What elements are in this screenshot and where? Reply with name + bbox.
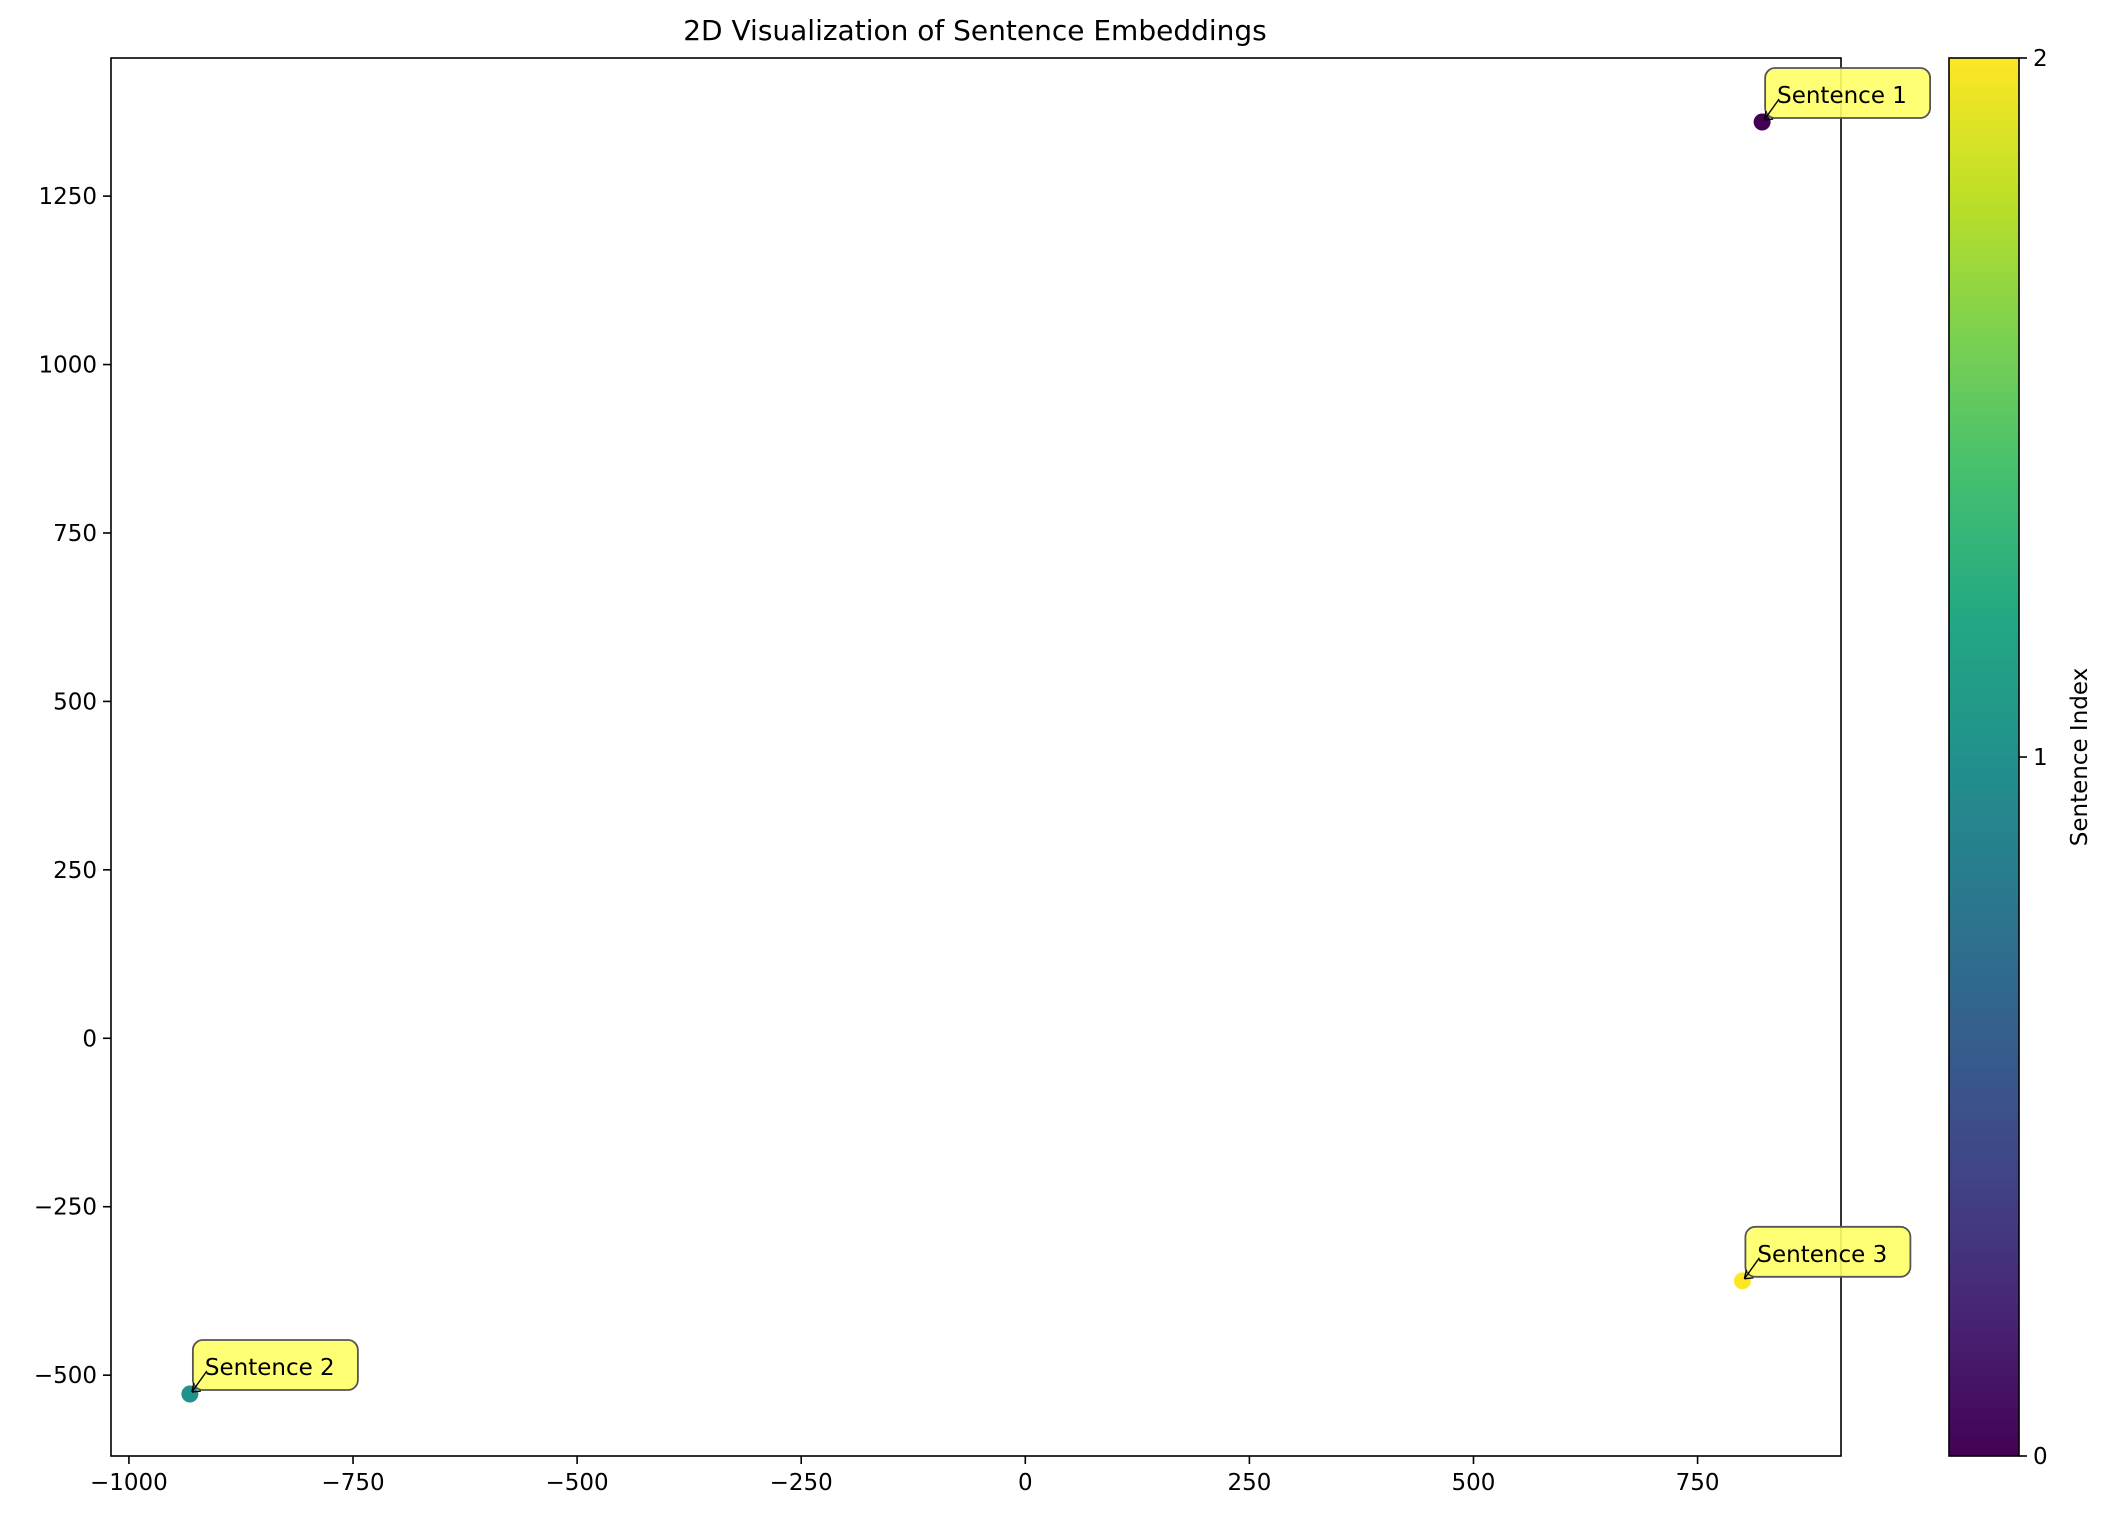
data-points [181,113,1771,1403]
x-axis: −1000 −750 −500 −250 0 250 500 750 [90,1456,1720,1496]
colorbar: 0 1 2 Sentence Index [1948,46,2093,1470]
annotations: Sentence 1 Sentence 2 Sentence 3 [191,67,1932,1393]
y-axis: −500 −250 0 250 500 750 1000 1250 [34,184,111,1389]
annotation-box [191,1339,359,1391]
y-tick-label: 0 [82,1026,97,1052]
colorbar-tick-label: 2 [2033,46,2048,72]
y-tick-label: 500 [53,689,97,715]
annotation-arrow [191,1370,208,1393]
y-tick-label: 1250 [38,184,97,210]
y-tick-label: −500 [34,1363,97,1389]
plot-frame [110,57,1842,1457]
plot-area [110,57,1842,1457]
x-tick-label: −250 [770,1470,833,1496]
colorbar-tick-label: 1 [2033,745,2048,771]
colorbar-gradient [1948,57,2020,1457]
chart-title: 2D Visualization of Sentence Embeddings [683,14,1267,47]
y-tick-label: 1000 [38,353,97,379]
colorbar-ticks: 0 1 2 [2019,46,2048,1470]
annotation-arrow [1763,98,1780,121]
annotation-arrow [1743,1257,1760,1280]
arrow-head [1763,110,1774,121]
annotation-box [1764,67,1932,119]
colorbar-label: Sentence Index [2067,668,2093,847]
x-tick-label: −1000 [90,1470,168,1496]
colorbar-tick-label: 0 [2033,1444,2048,1470]
annotation-label: Sentence 3 [1757,1242,1887,1268]
annotation-label: Sentence 1 [1777,83,1907,109]
annotation-label: Sentence 2 [205,1355,335,1381]
x-tick-label: 250 [1227,1470,1271,1496]
annotation-box [1744,1225,1912,1278]
point-annotation: Sentence 2 [191,1339,359,1393]
x-tick-label: 500 [1452,1470,1496,1496]
arrow-head [1743,1269,1754,1280]
x-tick-label: −750 [321,1470,384,1496]
x-tick-label: 0 [1018,1470,1033,1496]
point-annotation: Sentence 1 [1763,67,1932,121]
y-tick-label: 750 [53,521,97,547]
y-tick-label: −250 [34,1195,97,1221]
point-annotation: Sentence 3 [1743,1225,1912,1280]
x-tick-label: −500 [546,1470,609,1496]
y-tick-label: 250 [53,858,97,884]
x-tick-label: 750 [1676,1470,1720,1496]
arrow-head [191,1382,201,1393]
